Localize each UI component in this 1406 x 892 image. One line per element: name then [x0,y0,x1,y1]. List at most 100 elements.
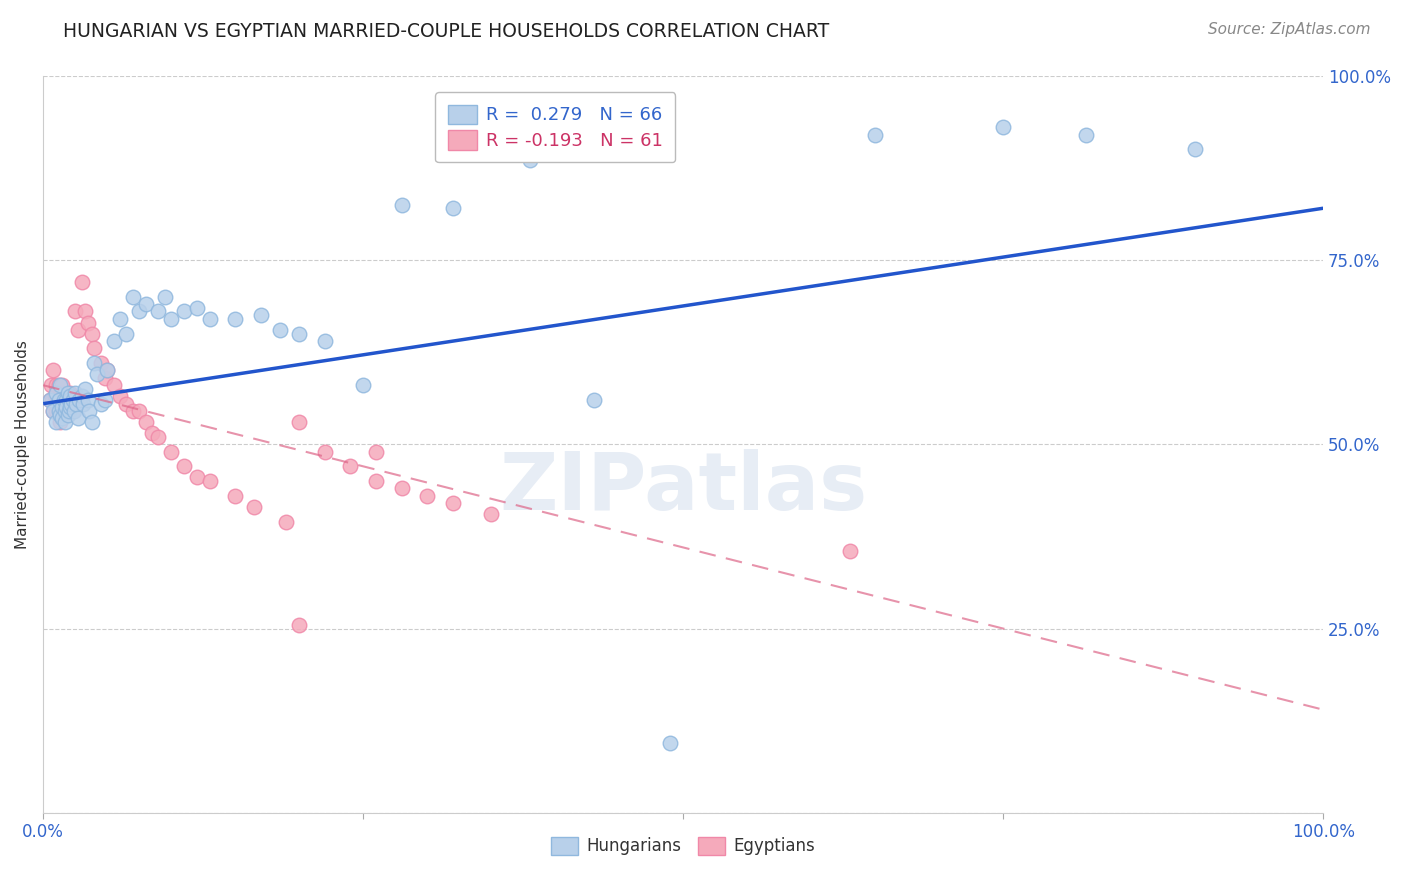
Point [339,459,361,474]
Point [49,404,72,418]
Point [38,392,60,407]
Point [49,415,72,429]
Point [58,404,80,418]
Point [86,367,108,381]
Point [80,415,103,429]
Point [128,404,150,418]
Point [582,392,605,407]
Point [51,401,73,415]
Text: ZIPatlas: ZIPatlas [499,450,868,527]
Point [83,342,105,356]
Point [186,301,208,315]
Point [55,401,77,415]
Point [65,397,87,411]
Point [198,311,221,326]
Point [173,459,195,474]
Point [135,415,157,429]
Point [153,290,176,304]
Point [44,389,66,403]
Point [288,415,311,429]
Point [148,430,170,444]
Point [148,304,170,318]
Point [60,397,83,411]
Point [75,382,97,396]
Point [96,363,118,377]
Point [96,363,118,377]
Point [90,356,112,370]
Point [441,201,464,215]
Point [60,392,83,407]
Point [314,334,336,348]
Point [59,385,82,400]
Point [56,389,79,403]
Point [48,392,70,407]
Point [45,415,67,429]
Point [41,392,63,407]
Point [58,404,80,418]
Point [55,392,77,407]
Point [70,389,93,403]
Point [52,392,75,407]
Point [53,415,76,429]
Point [659,736,682,750]
Point [135,297,157,311]
Point [243,500,266,514]
Point [160,444,183,458]
Point [62,404,84,418]
Point [51,411,73,425]
Point [288,326,311,341]
Point [42,363,65,377]
Point [863,128,886,142]
Point [56,408,79,422]
Point [128,304,150,318]
Point [63,304,86,318]
Text: Source: ZipAtlas.com: Source: ZipAtlas.com [1208,22,1371,37]
Point [90,397,112,411]
Point [51,378,73,392]
Point [49,385,72,400]
Point [49,378,72,392]
Point [66,323,89,337]
Y-axis label: Married-couple Households: Married-couple Households [15,340,30,549]
Point [441,496,464,510]
Point [991,120,1014,135]
Point [59,401,82,415]
Point [103,334,125,348]
Point [115,326,138,341]
Point [224,489,246,503]
Point [103,378,125,392]
Point [52,404,75,418]
Point [53,404,76,418]
Point [276,515,298,529]
Text: HUNGARIAN VS EGYPTIAN MARRIED-COUPLE HOUSEHOLDS CORRELATION CHART: HUNGARIAN VS EGYPTIAN MARRIED-COUPLE HOU… [63,22,830,41]
Point [49,408,72,422]
Point [314,444,336,458]
Point [364,444,387,458]
Point [38,392,60,407]
Point [224,311,246,326]
Point [63,404,86,418]
Point [46,392,69,407]
Point [1184,142,1206,156]
Point [77,392,100,407]
Point [160,311,183,326]
Point [1076,128,1098,142]
Point [56,385,79,400]
Point [48,404,70,418]
Point [58,392,80,407]
Point [67,392,90,407]
Point [53,404,76,418]
Point [45,385,67,400]
Point [121,290,143,304]
Point [173,304,195,318]
Point [198,474,221,488]
Point [70,275,93,289]
Point [93,392,115,407]
Point [141,426,163,441]
Point [364,474,387,488]
Point [186,470,208,484]
Point [519,153,541,168]
Point [108,311,131,326]
Point [59,389,82,403]
Point [391,197,413,211]
